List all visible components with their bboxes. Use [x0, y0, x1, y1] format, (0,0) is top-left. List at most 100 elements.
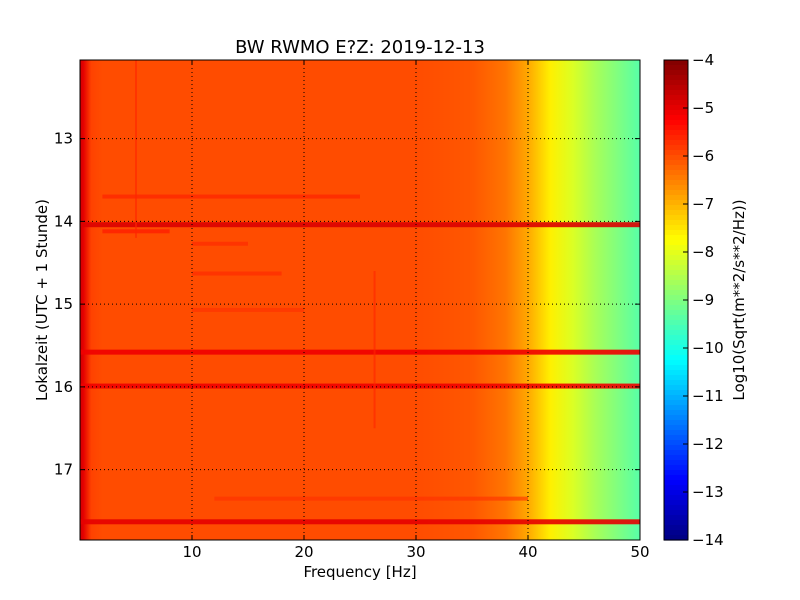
colorbar-segment — [664, 305, 688, 311]
colorbar-segment — [664, 300, 688, 306]
colorbar-tick-label: −5 — [692, 99, 714, 117]
colorbar-segment — [664, 110, 688, 116]
colorbar-segment — [664, 435, 688, 441]
strong-line — [80, 383, 640, 389]
spectrum-background — [80, 60, 640, 540]
colorbar-tick-label: −6 — [692, 147, 714, 165]
y-tick-label: 13 — [54, 130, 73, 148]
y-tick-label: 17 — [54, 461, 73, 479]
colorbar-segment — [664, 450, 688, 456]
colorbar-segment — [664, 135, 688, 141]
colorbar-segment — [664, 415, 688, 421]
y-tick-label: 16 — [54, 378, 73, 396]
colorbar-segment — [664, 95, 688, 101]
colorbar-segment — [664, 410, 688, 416]
colorbar-segment — [664, 390, 688, 396]
colorbar-segment — [664, 385, 688, 391]
colorbar-segment — [664, 170, 688, 176]
strong-line — [80, 519, 640, 525]
colorbar-segment — [664, 160, 688, 166]
x-tick-label: 10 — [182, 543, 201, 561]
colorbar-segment — [664, 335, 688, 341]
colorbar-segment — [664, 495, 688, 501]
colorbar-tick-label: −13 — [692, 483, 724, 501]
colorbar-segment — [664, 505, 688, 511]
colorbar-segment — [664, 340, 688, 346]
colorbar-segment — [664, 430, 688, 436]
colorbar-segment — [664, 445, 688, 451]
colorbar-tick-label: −8 — [692, 243, 714, 261]
colorbar-segment — [664, 380, 688, 386]
chart-title: BW RWMO E?Z: 2019-12-13 — [235, 37, 485, 58]
colorbar-label: Log10(Sqrt(m**2/s**2/Hz)) — [730, 199, 748, 400]
vertical-line — [373, 271, 376, 429]
colorbar-segment — [664, 265, 688, 271]
vertical-line — [135, 60, 137, 238]
colorbar-tick-label: −12 — [692, 435, 724, 453]
colorbar-segment — [664, 255, 688, 261]
colorbar-segment — [664, 510, 688, 516]
colorbar-tick-label: −9 — [692, 291, 714, 309]
colorbar — [664, 60, 688, 541]
colorbar-segment — [664, 480, 688, 486]
colorbar-segment — [664, 190, 688, 196]
colorbar-segment — [664, 155, 688, 161]
colorbar-segment — [664, 475, 688, 481]
colorbar-segment — [664, 245, 688, 251]
colorbar-segment — [664, 225, 688, 231]
colorbar-tick-label: −7 — [692, 195, 714, 213]
y-tick-label: 15 — [54, 295, 73, 313]
colorbar-segment — [664, 455, 688, 461]
colorbar-segment — [664, 215, 688, 221]
y-axis: 13 14 15 16 17 — [54, 130, 640, 479]
colorbar-segment — [664, 210, 688, 216]
colorbar-segment — [664, 290, 688, 296]
colorbar-segment — [664, 280, 688, 286]
colorbar-segment — [664, 425, 688, 431]
colorbar-axis: −4 −5 −6 −7 −8 −9 −10 −11 −12 −13 −14 — [683, 51, 724, 549]
strong-line — [80, 349, 640, 355]
x-tick-label: 20 — [294, 543, 313, 561]
colorbar-segment — [664, 205, 688, 211]
colorbar-segment — [664, 365, 688, 371]
colorbar-segment — [664, 375, 688, 381]
weak-line — [102, 194, 361, 199]
colorbar-segment — [664, 240, 688, 246]
colorbar-segment — [664, 320, 688, 326]
y-tick-label: 14 — [54, 212, 73, 230]
colorbar-segment — [664, 100, 688, 106]
colorbar-segment — [664, 405, 688, 411]
x-tick-label: 50 — [630, 543, 649, 561]
colorbar-segment — [664, 60, 688, 66]
colorbar-segment — [664, 200, 688, 206]
colorbar-segment — [664, 470, 688, 476]
colorbar-segment — [664, 130, 688, 136]
colorbar-segment — [664, 145, 688, 151]
colorbar-segment — [664, 140, 688, 146]
colorbar-segment — [664, 460, 688, 466]
colorbar-segment — [664, 360, 688, 366]
weak-line — [192, 241, 248, 246]
colorbar-segment — [664, 310, 688, 316]
colorbar-segment — [664, 395, 688, 401]
colorbar-segment — [664, 165, 688, 171]
colorbar-segment — [664, 80, 688, 86]
colorbar-segment — [664, 440, 688, 446]
y-axis-label: Lokalzeit (UTC + 1 Stunde) — [33, 199, 51, 401]
colorbar-segment — [664, 520, 688, 526]
colorbar-segment — [664, 315, 688, 321]
colorbar-segment — [664, 235, 688, 241]
colorbar-segment — [664, 295, 688, 301]
plot-area — [80, 60, 640, 540]
colorbar-tick-label: −14 — [692, 531, 724, 549]
colorbar-segment — [664, 515, 688, 521]
colorbar-segment — [664, 525, 688, 531]
colorbar-segment — [664, 70, 688, 76]
colorbar-segment — [664, 195, 688, 201]
x-tick-label: 30 — [406, 543, 425, 561]
colorbar-segment — [664, 270, 688, 276]
colorbar-segment — [664, 500, 688, 506]
colorbar-segment — [664, 345, 688, 351]
colorbar-segment — [664, 485, 688, 491]
